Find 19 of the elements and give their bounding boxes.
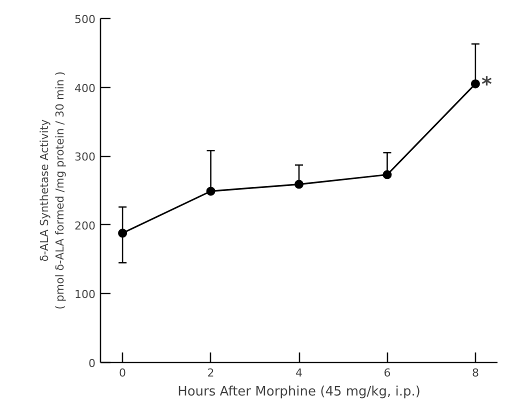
point — [206, 186, 216, 196]
y-tick-label: 0 — [88, 357, 96, 370]
x-tick-label: 0 — [119, 366, 126, 380]
x-axis-title: Hours After Morphine (45 mg/kg, i.p.) — [178, 384, 420, 400]
x-tick-label: 4 — [296, 366, 302, 380]
y-tick-label: 300 — [74, 150, 96, 164]
point — [382, 170, 392, 180]
annotation: * — [481, 72, 492, 96]
y-tick-label: 500 — [74, 13, 96, 26]
x-tick-label: 2 — [207, 366, 214, 380]
point — [294, 180, 304, 189]
x-tick-label: 8 — [472, 366, 479, 380]
y-tick-label: 100 — [74, 288, 96, 302]
point — [470, 79, 480, 88]
x-tick-label: 6 — [384, 366, 391, 380]
y-tick-label: 400 — [74, 82, 96, 95]
y-axis-title: δ-ALA Synthetase Activity ( pmol δ-ALA formed /mg protein / 30 min ) — [38, 71, 67, 310]
y-tick-label: 200 — [74, 219, 96, 232]
point — [118, 228, 128, 238]
